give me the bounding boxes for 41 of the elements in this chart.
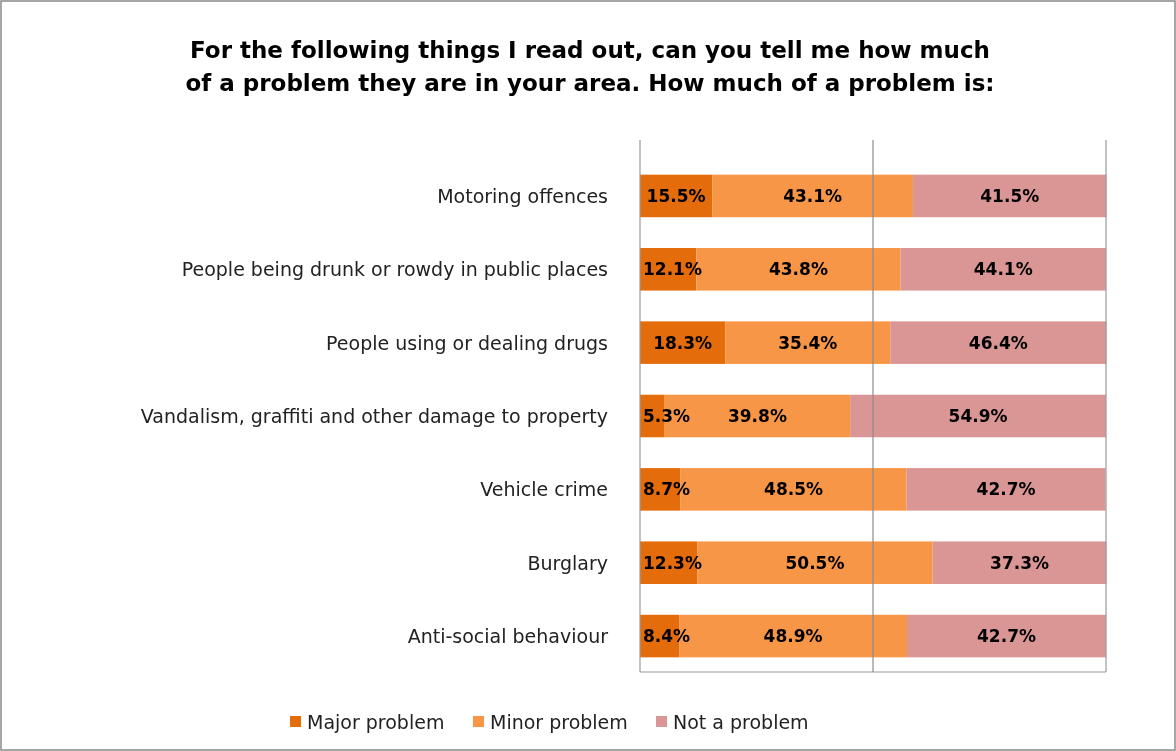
y-tick-label: Vehicle crime (480, 478, 608, 501)
bar (907, 614, 1106, 658)
data-label: 46.4% (968, 332, 1028, 353)
data-label: 37.3% (990, 552, 1050, 573)
bar (725, 321, 891, 364)
data-label: 35.4% (778, 332, 838, 353)
data-label: 18.3% (653, 332, 713, 353)
chart-title: For the following things I read out, can you tell me how much of a problem they are in your area. How much of a problem is: (185, 37, 995, 96)
data-label: 43.1% (783, 185, 843, 206)
data-label: 54.9% (948, 406, 1008, 426)
bar (906, 468, 1106, 511)
data-label: 12.1% (643, 259, 702, 280)
data-label: 8.7% (643, 479, 691, 500)
y-tick-label: Vandalism, graffiti and other damage to property (140, 405, 608, 427)
legend-label: Major problem (307, 711, 445, 733)
data-label: 8.4% (643, 626, 691, 647)
data-label: 15.5% (646, 185, 706, 206)
data-label: 41.5% (980, 185, 1040, 206)
bar (932, 541, 1107, 584)
data-label: 43.8% (768, 259, 828, 280)
legend-label: Minor problem (490, 711, 628, 733)
data-label: 44.1% (973, 259, 1033, 280)
y-tick-label: Motoring offences (437, 184, 608, 207)
y-tick-label: People being drunk or rowdy in public places (181, 258, 608, 281)
data-label: 48.9% (763, 626, 823, 647)
data-label: 12.3% (643, 552, 702, 573)
bar (890, 321, 1107, 364)
bar (850, 394, 1106, 438)
y-tick-label: Burglary (527, 551, 608, 574)
bar (913, 174, 1107, 218)
bar (900, 248, 1106, 291)
data-label: 50.5% (785, 552, 845, 573)
data-label: 48.5% (764, 479, 824, 500)
data-label: 39.8% (727, 406, 787, 426)
bar (712, 174, 914, 218)
y-tick-label: Anti-social behaviour (407, 625, 609, 648)
data-label: 42.7% (976, 479, 1036, 500)
y-tick-label: People using or dealing drugs (326, 331, 608, 354)
data-label: 5.3% (643, 406, 691, 426)
data-label: 42.7% (977, 626, 1036, 647)
legend-label: Not a problem (673, 711, 809, 733)
